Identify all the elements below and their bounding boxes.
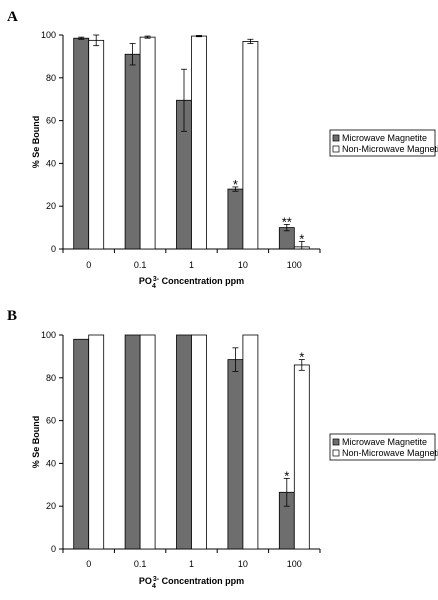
significance-marker: * [284, 468, 289, 483]
x-tick-label: 1 [189, 260, 194, 270]
x-tick-label: 0 [86, 260, 91, 270]
bar-microwave [227, 359, 244, 550]
legend-swatch [332, 449, 340, 457]
x-title-superscript: 3- [153, 276, 160, 283]
panel-letter: B [7, 308, 17, 324]
y-tick-label: 100 [41, 30, 56, 40]
y-tick-label: 20 [46, 501, 56, 511]
x-title-main: PO [139, 576, 152, 586]
bar-non-microwave [293, 364, 310, 550]
y-tick-label: 80 [46, 73, 56, 83]
x-axis-title: PO43- Concentration ppm [139, 276, 244, 290]
bar-microwave [73, 338, 90, 550]
bar-non-microwave [242, 41, 259, 250]
x-title-subscript: 4 [152, 283, 156, 290]
legend-box [329, 433, 436, 461]
y-tick-label: 40 [46, 158, 56, 168]
legend-label: Non-Microwave Magnetite [342, 144, 438, 154]
significance-marker: ** [282, 214, 292, 229]
significance-marker: * [299, 232, 304, 247]
significance-marker: * [299, 350, 304, 365]
y-tick-label: 20 [46, 201, 56, 211]
x-tick-label: 0 [86, 559, 91, 569]
legend-label: Non-Microwave Magnetite [342, 448, 438, 458]
x-tick-label: 1 [189, 559, 194, 569]
bar-microwave [124, 334, 141, 550]
x-title-main: PO [139, 276, 152, 286]
legend-swatch [332, 134, 340, 142]
y-tick-label: 40 [46, 458, 56, 468]
y-tick-label: 100 [41, 330, 56, 340]
y-tick-label: 60 [46, 416, 56, 426]
y-tick-label: 80 [46, 373, 56, 383]
y-axis-title: % Se Bound [31, 416, 41, 469]
bar-microwave [176, 334, 192, 550]
legend-swatch [332, 438, 340, 446]
x-tick-label: 10 [238, 260, 248, 270]
bar-non-microwave [242, 334, 259, 550]
x-tick-label: 100 [287, 260, 302, 270]
bar-non-microwave [139, 334, 156, 550]
bar-microwave [124, 53, 141, 250]
x-tick-label: 0.1 [134, 260, 147, 270]
bar-non-microwave [191, 35, 207, 250]
bar-non-microwave [88, 39, 105, 250]
y-axis-title: % Se Bound [31, 116, 41, 169]
legend-box [329, 129, 436, 157]
chart-panel-b: B 0 20 40 60 80 100 0 0.1 1 10 100 * * % Se Bound PO43-… [7, 308, 438, 590]
legend-label: Microwave Magnetite [342, 133, 427, 143]
x-title-subscript: 4 [152, 583, 156, 590]
y-tick-label: 60 [46, 116, 56, 126]
bar-non-microwave [88, 334, 105, 550]
x-tick-label: 10 [238, 559, 248, 569]
y-tick-label: 0 [51, 544, 56, 554]
bar-microwave [227, 188, 244, 250]
significance-marker: * [233, 177, 238, 192]
bar-non-microwave [191, 334, 207, 550]
bar-microwave [73, 37, 90, 250]
x-tick-label: 100 [287, 559, 302, 569]
legend-swatch [332, 145, 340, 153]
x-title-rest: Concentration ppm [159, 576, 244, 586]
x-tick-label: 0.1 [134, 559, 147, 569]
panel-letter: A [7, 9, 18, 25]
y-tick-label: 0 [51, 244, 56, 254]
bar-non-microwave [139, 36, 156, 250]
x-title-rest: Concentration ppm [159, 276, 244, 286]
x-axis-title: PO43- Concentration ppm [139, 576, 244, 590]
x-title-superscript: 3- [153, 576, 160, 583]
legend-label: Microwave Magnetite [342, 437, 427, 447]
